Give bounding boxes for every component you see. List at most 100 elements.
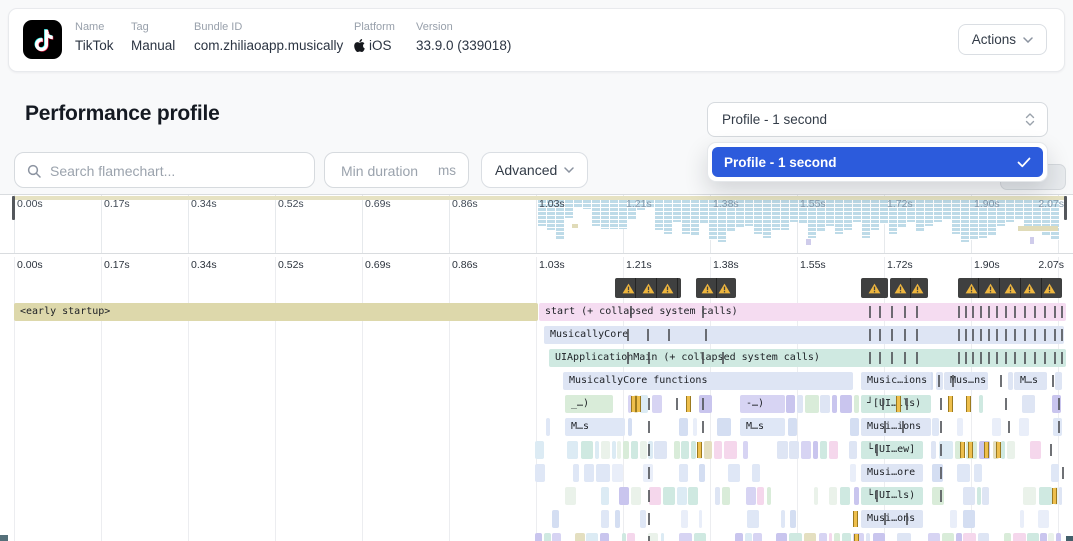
- flame-segment[interactable]: [872, 533, 886, 541]
- flame-segment[interactable]: [564, 487, 576, 505]
- flame-segment[interactable]: [829, 487, 837, 505]
- flame-segment[interactable]: [612, 441, 616, 459]
- flame-segment[interactable]: [839, 395, 852, 413]
- flame-segment[interactable]: [1050, 464, 1060, 482]
- flame-segment[interactable]: [992, 441, 999, 459]
- flame-segment[interactable]: [687, 487, 698, 505]
- flame-segment[interactable]: UIApplicationMain (+ collapsed system ca…: [549, 349, 1066, 367]
- flame-segment[interactable]: [992, 418, 1002, 436]
- flame-segment[interactable]: [535, 441, 544, 459]
- flame-segment[interactable]: [1048, 533, 1054, 541]
- flame-segment[interactable]: [744, 533, 752, 541]
- flame-segment[interactable]: [681, 510, 689, 528]
- flame-segment[interactable]: [724, 441, 737, 459]
- flame-segment[interactable]: [962, 487, 975, 505]
- flame-segment[interactable]: [848, 441, 858, 459]
- flame-segment[interactable]: [651, 395, 663, 413]
- flame-segment[interactable]: [611, 464, 623, 482]
- flame-segment[interactable]: Musi…ore: [861, 464, 923, 482]
- flame-segment[interactable]: [580, 441, 594, 459]
- flame-segment[interactable]: start (+ collapsed system calls): [539, 303, 1066, 321]
- warning-badge-group[interactable]: [890, 278, 928, 298]
- flame-segment[interactable]: [616, 441, 621, 459]
- flame-segment[interactable]: └[UI…ew]: [861, 441, 923, 459]
- flame-segment[interactable]: [753, 533, 763, 541]
- flame-segment[interactable]: [767, 487, 772, 505]
- flame-segment[interactable]: [717, 418, 731, 436]
- flame-segment[interactable]: [1055, 372, 1062, 390]
- flame-segment[interactable]: [1053, 418, 1062, 436]
- flame-segment[interactable]: [963, 533, 976, 541]
- flame-segment[interactable]: Mus…ns: [944, 372, 988, 390]
- flame-segment[interactable]: └[UI…ls): [861, 487, 923, 505]
- flame-segment[interactable]: [866, 533, 871, 541]
- flame-segment[interactable]: [1007, 441, 1016, 459]
- flame-segment[interactable]: [849, 464, 857, 482]
- flame-segment[interactable]: [853, 487, 859, 505]
- flame-segment[interactable]: [691, 441, 697, 459]
- flame-segment[interactable]: [627, 533, 635, 541]
- flame-segment[interactable]: [545, 418, 551, 436]
- flame-segment[interactable]: [956, 418, 963, 436]
- flame-segment[interactable]: Musi…ons: [861, 510, 923, 528]
- flame-segment[interactable]: M…s: [740, 418, 785, 436]
- flame-segment[interactable]: [681, 441, 690, 459]
- flame-segment[interactable]: [1027, 533, 1039, 541]
- flame-segment[interactable]: [932, 487, 945, 505]
- flame-segment[interactable]: [776, 441, 788, 459]
- flame-segment[interactable]: [600, 510, 610, 528]
- flame-segment[interactable]: [628, 418, 632, 436]
- flame-segment[interactable]: Musi…ions: [861, 418, 931, 436]
- flame-segment[interactable]: -…): [740, 395, 785, 413]
- flame-segment[interactable]: [841, 533, 851, 541]
- flame-segment[interactable]: [932, 418, 940, 436]
- flame-segment[interactable]: [978, 395, 984, 413]
- flame-segment[interactable]: [831, 395, 838, 413]
- flame-segment[interactable]: [619, 487, 629, 505]
- flame-segment[interactable]: [599, 533, 610, 541]
- flame-segment[interactable]: [1008, 372, 1013, 390]
- scroll-corner-left[interactable]: [0, 535, 8, 541]
- flame-segment[interactable]: [715, 487, 721, 505]
- flame-segment[interactable]: [805, 395, 819, 413]
- advanced-button[interactable]: Advanced: [481, 152, 589, 188]
- flame-segment[interactable]: [615, 510, 620, 528]
- flame-segment[interactable]: [954, 441, 963, 459]
- warning-badge-group[interactable]: [861, 278, 888, 298]
- flame-segment[interactable]: [803, 533, 817, 541]
- flame-segment[interactable]: [595, 441, 600, 459]
- flame-segment[interactable]: [648, 487, 661, 505]
- flame-segment[interactable]: [743, 441, 748, 459]
- flame-segment[interactable]: [600, 441, 611, 459]
- flame-segment[interactable]: [673, 441, 680, 459]
- flame-segment[interactable]: [703, 441, 713, 459]
- flame-segment[interactable]: [543, 533, 551, 541]
- flame-segment[interactable]: [654, 441, 667, 459]
- flame-segment[interactable]: [1029, 441, 1041, 459]
- minimap-viewport-handle[interactable]: [1064, 196, 1067, 220]
- flame-segment[interactable]: [897, 533, 911, 541]
- flame-segment[interactable]: [713, 441, 723, 459]
- flame-segment[interactable]: [551, 533, 562, 541]
- flame-segment[interactable]: [600, 487, 610, 505]
- flame-segment[interactable]: [950, 510, 958, 528]
- flame-segment[interactable]: [640, 441, 647, 459]
- flame-segment[interactable]: [820, 395, 831, 413]
- flame-segment[interactable]: [1004, 533, 1011, 541]
- flame-segment[interactable]: [790, 510, 797, 528]
- flame-segment[interactable]: [982, 487, 989, 505]
- flame-segment[interactable]: [648, 533, 659, 541]
- flame-segment[interactable]: MusicallyCore functions: [563, 372, 853, 390]
- flame-segment[interactable]: [973, 464, 982, 482]
- flame-segment[interactable]: [621, 533, 627, 541]
- flame-segment[interactable]: [976, 487, 981, 505]
- flame-segment[interactable]: M…s: [1014, 372, 1047, 390]
- flame-segment[interactable]: M…s: [565, 418, 625, 436]
- flame-segment[interactable]: [573, 464, 580, 482]
- flame-segment[interactable]: [1037, 510, 1049, 528]
- flame-segment[interactable]: [820, 441, 828, 459]
- flame-segment[interactable]: [939, 441, 954, 459]
- flame-segment[interactable]: [839, 487, 850, 505]
- flame-segment[interactable]: [1022, 487, 1036, 505]
- flame-segment[interactable]: [535, 533, 543, 541]
